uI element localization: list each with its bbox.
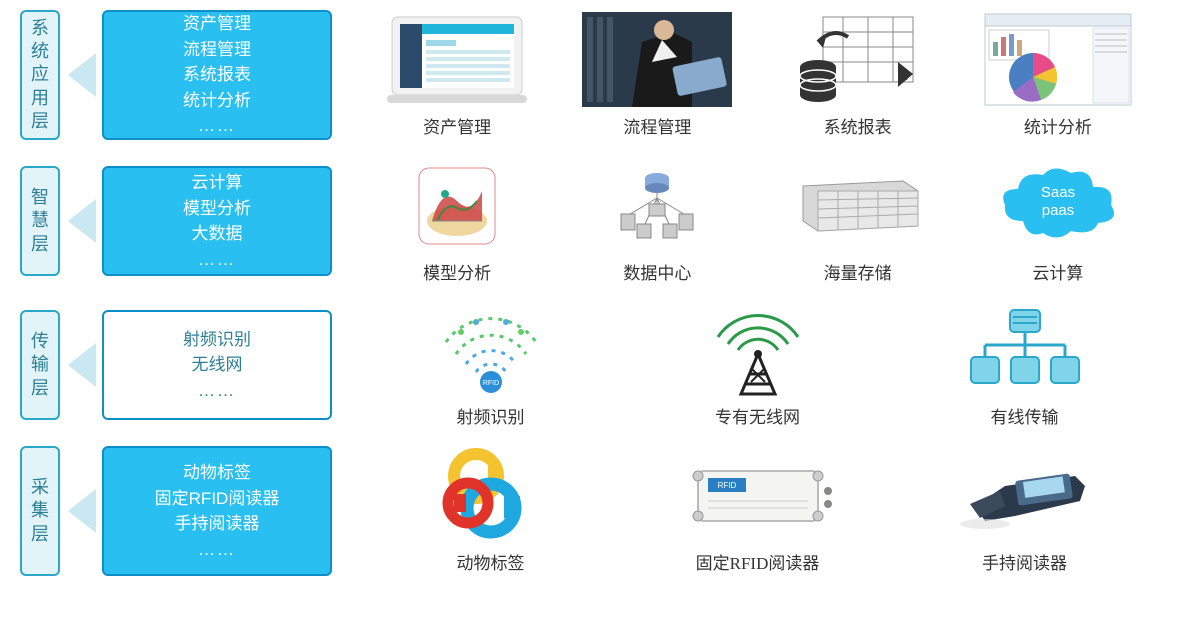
box-line: 资产管理 — [183, 11, 251, 37]
item-trans-0: RFID 射频识别 — [401, 302, 581, 428]
arrow-left-icon — [68, 199, 96, 243]
item-intel-3: Saas paas 云计算 — [968, 158, 1148, 284]
box-line: 无线网 — [192, 352, 243, 378]
box-line: …… — [198, 378, 236, 404]
layer-row-trans: 传输层射频识别无线网…… RFID 射频识别 — [20, 302, 1158, 428]
item-caption: 射频识别 — [457, 403, 525, 428]
layer-label-trans: 传输层 — [20, 310, 60, 420]
svg-text:RFID: RFID — [482, 380, 498, 387]
model-3d-icon — [417, 158, 497, 253]
layer-label-char: 层 — [31, 523, 49, 546]
item-collect-1: RFID 固定RFID阅读器 — [668, 448, 848, 574]
layer-label-char: 层 — [31, 233, 49, 256]
summary-box-intel: 云计算模型分析大数据…… — [102, 166, 332, 276]
layer-label-char: 集 — [31, 499, 49, 522]
layer-label-char: 用 — [31, 87, 49, 110]
arrow-left-icon — [68, 489, 96, 533]
box-line: …… — [198, 113, 236, 139]
box-line: 统计分析 — [183, 88, 251, 114]
layer-label-char: 采 — [31, 476, 49, 499]
antenna-tower-icon — [703, 302, 813, 397]
layer-label-char: 输 — [31, 353, 49, 376]
layer-label-char: 层 — [31, 110, 49, 133]
layer-label-char: 传 — [31, 330, 49, 353]
item-caption: 专有无线网 — [715, 403, 800, 428]
items-collect: 动物标签 RFID 固定RFID阅读器 手持阅读器 — [357, 448, 1158, 574]
item-intel-1: 数据中心 — [567, 158, 747, 284]
layer-row-collect: 采集层动物标签固定RFID阅读器手持阅读器…… 动物标签 RFID 固定 — [20, 446, 1158, 576]
arrow-left-icon — [68, 343, 96, 387]
box-line: …… — [198, 247, 236, 273]
item-caption: 固定RFID阅读器 — [696, 549, 820, 574]
item-caption: 手持阅读器 — [982, 549, 1067, 574]
layer-row-intel: 智慧层云计算模型分析大数据…… 模型分析 — [20, 158, 1158, 284]
item-caption: 云计算 — [1032, 259, 1083, 284]
svg-text:RFID: RFID — [717, 481, 736, 490]
layer-row-app: 系统应用层资产管理流程管理系统报表统计分析…… 资产管理 — [20, 10, 1158, 140]
cloud-saas-icon: Saas paas — [993, 158, 1123, 253]
item-intel-0: 模型分析 — [367, 158, 547, 284]
item-caption: 流程管理 — [623, 113, 691, 138]
items-app: 资产管理 流程管理 x — [357, 12, 1158, 138]
item-caption: 海量存储 — [824, 259, 892, 284]
item-caption: 模型分析 — [423, 259, 491, 284]
org-chart-icon — [965, 302, 1085, 397]
layer-label-char: 统 — [31, 40, 49, 63]
box-line: 固定RFID阅读器 — [155, 486, 280, 512]
storage-rack-icon — [793, 158, 923, 253]
box-line: …… — [198, 537, 236, 563]
box-line: 手持阅读器 — [175, 511, 260, 537]
layer-label-char: 慧 — [31, 209, 49, 232]
summary-box-trans: 射频识别无线网…… — [102, 310, 332, 420]
items-intel: 模型分析 数据中心 — [357, 158, 1158, 284]
box-line: 模型分析 — [183, 196, 251, 222]
box-line: 动物标签 — [183, 460, 251, 486]
rfid-tags-icon — [436, 448, 546, 543]
item-collect-0: 动物标签 — [401, 448, 581, 574]
layer-label-char: 智 — [31, 186, 49, 209]
layer-label-char: 层 — [31, 377, 49, 400]
box-line: 流程管理 — [183, 37, 251, 63]
data-center-icon — [607, 158, 707, 253]
svg-text:Saas: Saas — [1041, 184, 1075, 201]
item-caption: 资产管理 — [423, 113, 491, 138]
svg-text:paas: paas — [1042, 202, 1075, 219]
layer-label-char: 应 — [31, 63, 49, 86]
layer-label-char: 系 — [31, 17, 49, 40]
layer-label-app: 系统应用层 — [20, 10, 60, 140]
item-intel-2: 海量存储 — [768, 158, 948, 284]
svg-text:x: x — [902, 72, 909, 83]
item-app-1: 流程管理 — [567, 12, 747, 138]
handheld-reader-icon — [955, 448, 1095, 543]
item-caption: 有线传输 — [991, 403, 1059, 428]
box-line: 系统报表 — [183, 62, 251, 88]
item-app-2: x 系统报表 — [768, 12, 948, 138]
item-caption: 统计分析 — [1024, 113, 1092, 138]
box-line: 大数据 — [192, 221, 243, 247]
item-caption: 系统报表 — [824, 113, 892, 138]
item-caption: 动物标签 — [457, 549, 525, 574]
businessman-tablet-icon — [582, 12, 732, 107]
rfid-waves-icon: RFID — [426, 302, 556, 397]
arrow-left-icon — [68, 53, 96, 97]
layer-label-collect: 采集层 — [20, 446, 60, 576]
summary-box-collect: 动物标签固定RFID阅读器手持阅读器…… — [102, 446, 332, 576]
summary-box-app: 资产管理流程管理系统报表统计分析…… — [102, 10, 332, 140]
item-trans-1: 专有无线网 — [668, 302, 848, 428]
item-app-0: 资产管理 — [367, 12, 547, 138]
spreadsheet-db-icon: x — [798, 12, 918, 107]
rfid-reader-box-icon: RFID — [683, 448, 833, 543]
box-line: 云计算 — [192, 170, 243, 196]
item-trans-2: 有线传输 — [935, 302, 1115, 428]
item-caption: 数据中心 — [623, 259, 691, 284]
item-collect-2: 手持阅读器 — [935, 448, 1115, 574]
layer-label-intel: 智慧层 — [20, 166, 60, 276]
box-line: 射频识别 — [183, 327, 251, 353]
laptop-dashboard-icon — [382, 12, 532, 107]
items-trans: RFID 射频识别 专有无线网 — [357, 302, 1158, 428]
pie-chart-app-icon — [983, 12, 1133, 107]
item-app-3: 统计分析 — [968, 12, 1148, 138]
